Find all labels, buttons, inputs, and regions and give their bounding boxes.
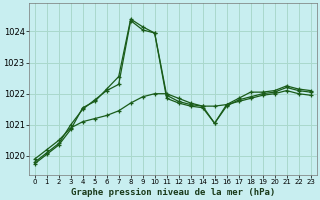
X-axis label: Graphe pression niveau de la mer (hPa): Graphe pression niveau de la mer (hPa)	[70, 188, 275, 197]
